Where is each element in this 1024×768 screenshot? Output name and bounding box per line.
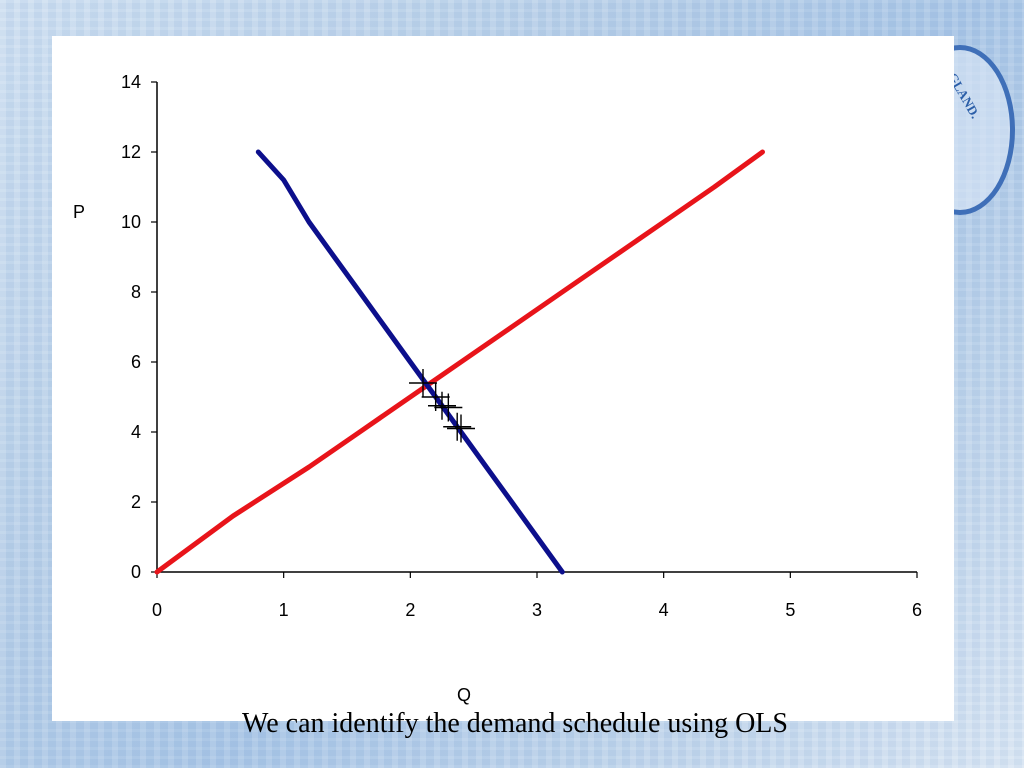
chart-panel xyxy=(52,36,954,721)
x-tick-label: 6 xyxy=(912,600,922,620)
data-point-marker xyxy=(447,414,475,443)
y-axis-label: P xyxy=(73,202,85,222)
data-point-marker xyxy=(428,391,456,420)
x-tick-label: 1 xyxy=(279,600,289,620)
y-tick-label: 0 xyxy=(131,562,141,582)
slide-caption: We can identify the demand schedule usin… xyxy=(242,708,788,739)
data-point-marker xyxy=(434,393,463,422)
y-tick-label: 12 xyxy=(121,142,141,162)
x-tick-label: 5 xyxy=(785,600,795,620)
y-tick-label: 14 xyxy=(121,72,141,92)
data-point-marker xyxy=(443,412,472,441)
y-tick-label: 10 xyxy=(121,212,141,232)
y-tick-label: 6 xyxy=(131,352,141,372)
y-tick-label: 2 xyxy=(131,492,141,512)
data-point-marker xyxy=(409,369,437,397)
x-tick-label: 2 xyxy=(405,600,415,620)
y-tick-label: 4 xyxy=(131,422,141,442)
x-tick-label: 0 xyxy=(152,600,162,620)
y-tick-label: 8 xyxy=(131,282,141,302)
x-tick-label: 4 xyxy=(659,600,669,620)
supply-line xyxy=(154,149,765,575)
demand-line xyxy=(255,149,565,575)
x-axis-label: Q xyxy=(457,685,471,705)
x-tick-label: 3 xyxy=(532,600,542,620)
